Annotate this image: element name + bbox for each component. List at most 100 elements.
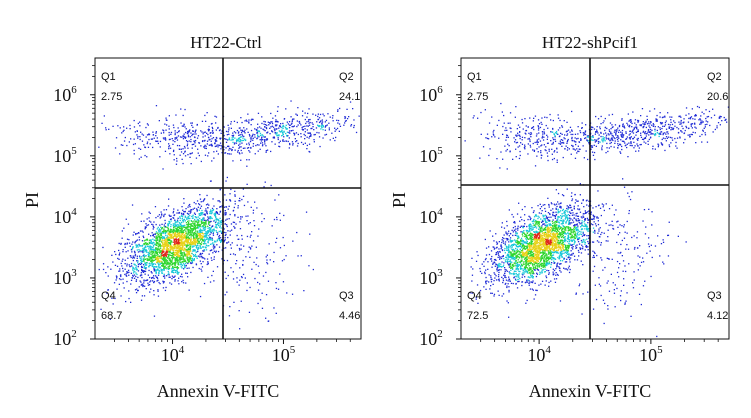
event-point <box>337 110 339 112</box>
plot-frame <box>94 57 362 340</box>
event-point <box>285 255 287 257</box>
event-point <box>215 140 217 142</box>
event-point <box>183 249 185 251</box>
event-point <box>124 243 126 246</box>
event-point <box>177 127 179 129</box>
event-point <box>172 247 174 249</box>
event-point <box>186 132 189 135</box>
event-point <box>156 261 158 263</box>
event-point <box>145 223 147 225</box>
event-point <box>189 253 191 255</box>
event-point <box>265 127 268 130</box>
event-point <box>170 283 173 285</box>
event-point <box>304 128 306 130</box>
event-point <box>157 263 160 265</box>
event-point <box>176 219 179 221</box>
event-point <box>197 152 199 154</box>
event-point <box>159 263 161 265</box>
event-point <box>167 240 169 242</box>
event-point <box>290 130 293 132</box>
event-point <box>203 236 206 238</box>
event-point <box>577 249 580 252</box>
event-point <box>171 241 173 243</box>
event-point <box>198 231 200 233</box>
event-point <box>134 251 136 253</box>
event-point <box>176 252 178 254</box>
event-point <box>207 218 209 221</box>
event-point <box>164 245 166 247</box>
event-point <box>531 254 534 256</box>
event-point <box>534 267 537 269</box>
event-point <box>154 253 156 255</box>
event-point <box>216 137 218 139</box>
event-point <box>551 256 553 259</box>
event-point <box>122 278 124 280</box>
event-point <box>173 255 175 257</box>
event-point <box>228 133 230 135</box>
event-point <box>166 240 168 242</box>
event-point <box>200 130 202 132</box>
event-point <box>224 239 226 241</box>
event-point <box>177 255 180 258</box>
event-point <box>234 149 236 151</box>
event-point <box>185 282 187 284</box>
event-point <box>134 242 136 244</box>
event-point <box>260 142 262 144</box>
event-point <box>318 117 321 119</box>
event-point <box>265 124 267 126</box>
event-point <box>164 253 167 255</box>
event-point <box>176 136 178 138</box>
event-point <box>197 250 199 253</box>
event-point <box>194 222 196 224</box>
event-point <box>153 244 155 246</box>
event-point <box>200 160 202 163</box>
event-point <box>560 232 562 234</box>
event-point <box>512 250 514 252</box>
event-point <box>199 252 202 255</box>
event-point <box>165 243 167 245</box>
event-point <box>187 134 190 136</box>
event-point <box>184 151 186 153</box>
event-point <box>332 115 334 117</box>
event-point <box>166 247 168 249</box>
event-point <box>191 143 193 146</box>
event-point <box>157 142 159 145</box>
event-point <box>199 256 201 258</box>
event-point <box>176 234 179 236</box>
event-point <box>576 233 578 235</box>
event-point <box>176 223 178 226</box>
event-point <box>587 222 589 224</box>
event-point <box>199 243 202 245</box>
event-point <box>308 119 310 121</box>
event-point <box>219 225 221 227</box>
event-point <box>237 216 239 218</box>
event-point <box>198 220 200 222</box>
event-point <box>565 255 567 257</box>
event-point <box>510 247 512 249</box>
event-point <box>572 212 574 214</box>
event-point <box>516 232 518 234</box>
event-point <box>184 258 186 260</box>
event-point <box>129 255 131 257</box>
event-point <box>179 260 181 262</box>
event-point <box>598 228 600 230</box>
event-point <box>169 248 171 250</box>
event-point <box>128 264 130 266</box>
event-point <box>140 272 142 274</box>
event-point <box>246 220 248 222</box>
event-point <box>162 249 164 251</box>
event-point <box>237 149 239 152</box>
event-point <box>143 260 145 262</box>
event-point <box>152 228 154 230</box>
event-point <box>552 208 554 210</box>
event-point <box>195 133 197 135</box>
event-point <box>304 142 306 144</box>
event-point <box>239 141 242 143</box>
event-point <box>249 256 251 258</box>
event-point <box>126 243 128 245</box>
event-point <box>309 121 311 124</box>
event-point <box>554 246 556 248</box>
event-point <box>141 256 143 258</box>
event-point <box>282 134 284 136</box>
event-point <box>169 264 171 266</box>
